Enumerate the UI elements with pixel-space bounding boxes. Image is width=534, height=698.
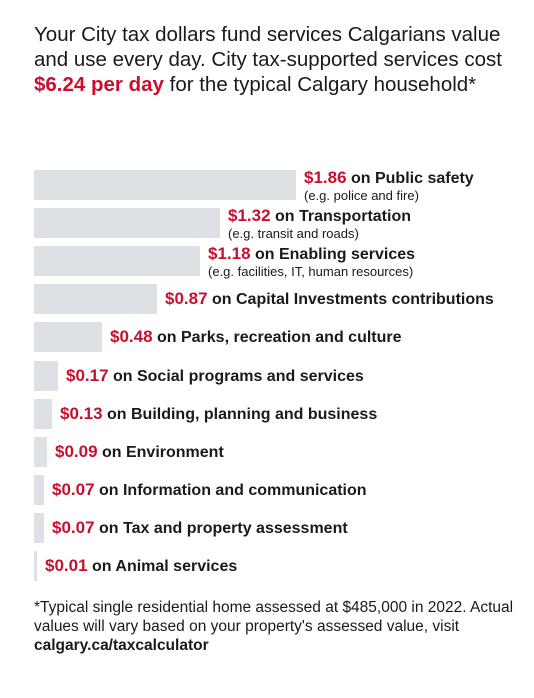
category-label: on Information and communication	[94, 481, 367, 499]
value-label: $0.01	[45, 556, 88, 575]
bar	[34, 360, 58, 391]
value-label: $0.48	[110, 327, 153, 347]
bar-label: $0.09 on Environment	[55, 441, 224, 462]
value-label: $0.07	[52, 479, 95, 499]
intro-before: Your City tax dollars fund services Calg…	[34, 23, 502, 71]
value-label: $0.17	[66, 365, 109, 385]
value-label: $1.32	[228, 206, 271, 226]
tax-calculator-link[interactable]: calgary.ca/taxcalculator	[34, 637, 209, 654]
bar	[34, 436, 47, 467]
category-sublabel: (e.g. facilities, IT, human resources)	[208, 264, 414, 280]
bar-label: $0.48 on Parks, recreation and culture	[110, 328, 402, 347]
category-sublabel: (e.g. police and fire)	[304, 188, 419, 203]
bar	[34, 512, 44, 543]
category-label: on Capital Investments contributions	[207, 291, 494, 309]
bar-label: $1.18 on Enabling services (e.g. faciliti…	[208, 244, 416, 280]
bar	[34, 246, 200, 277]
bar-label: $0.87 on Capital Investments contributio…	[165, 290, 494, 309]
bar-label: $0.17 on Social programs and services	[66, 365, 364, 386]
footnote-text: *Typical single residential home assesse…	[34, 599, 514, 635]
bar-label: $0.13 on Building, planning and business	[60, 403, 378, 424]
bar-label: $0.07 on Information and communication	[52, 479, 367, 500]
bar	[34, 208, 220, 239]
category-sublabel: (e.g. transit and roads)	[228, 226, 359, 242]
bar	[34, 398, 52, 429]
bar-label: $0.01 on Animal services	[45, 557, 237, 576]
bar-label: $0.07 on Tax and property assessment	[52, 517, 348, 538]
category-label: on Social programs and services	[108, 367, 364, 385]
bar-label: $1.32 on Transportation (e.g. transit and…	[228, 206, 411, 242]
bar-label: $1.86 on Public safety (e.g. police and f…	[304, 168, 474, 204]
category-label: on Environment	[97, 443, 224, 461]
bar	[34, 551, 37, 581]
footnote: *Typical single residential home assesse…	[34, 598, 514, 655]
category-label: on Public safety	[346, 170, 474, 187]
bar	[34, 322, 102, 353]
value-label: $1.18	[208, 244, 251, 264]
category-label: on Parks, recreation and culture	[152, 329, 402, 347]
bar	[34, 284, 157, 315]
value-label: $0.07	[52, 517, 95, 537]
value-label: $0.87	[165, 289, 208, 309]
intro-highlight: $6.24 per day	[34, 73, 164, 96]
category-label: on Tax and property assessment	[94, 519, 348, 537]
bar	[34, 474, 44, 505]
value-label: $0.13	[60, 403, 103, 423]
intro-after: for the typical Calgary household*	[163, 73, 477, 96]
category-label: on Transportation	[270, 208, 411, 226]
value-label: $1.86	[304, 168, 347, 187]
category-label: on Enabling services	[250, 246, 416, 264]
value-label: $0.09	[55, 441, 98, 461]
category-label: on Building, planning and business	[102, 405, 378, 423]
bar	[34, 170, 296, 200]
category-label: on Animal services	[87, 558, 238, 575]
intro-text: Your City tax dollars fund services Calg…	[34, 22, 514, 97]
